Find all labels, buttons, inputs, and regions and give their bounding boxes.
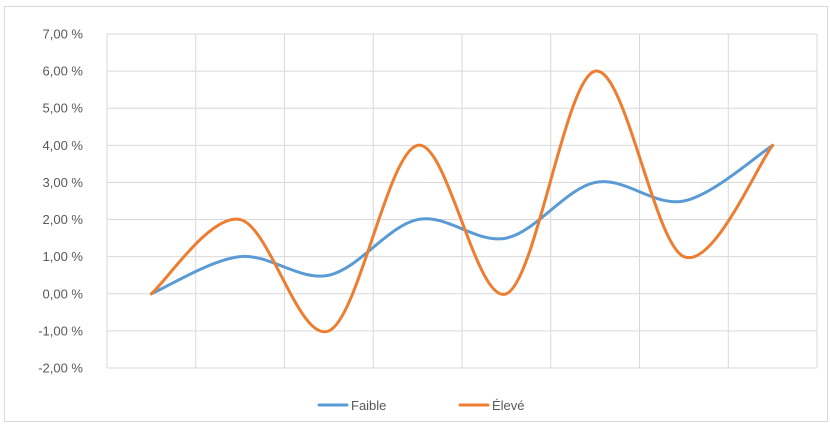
legend: Faible Élevé: [317, 398, 525, 413]
series-lines: [149, 69, 775, 334]
y-tick-label: -2,00 %: [38, 361, 83, 376]
series-line-eleve: [149, 69, 775, 334]
y-tick-label: 2,00 %: [43, 212, 84, 227]
gridlines: [106, 33, 818, 369]
legend-item-faible: Faible: [317, 398, 386, 413]
legend-item-eleve: Élevé: [458, 398, 525, 413]
y-tick-label: 3,00 %: [43, 175, 84, 190]
legend-label: Élevé: [492, 398, 525, 413]
chart-frame: [4, 6, 828, 422]
y-tick-label: 6,00 %: [43, 64, 84, 79]
y-axis-ticks: -2,00 % -1,00 % 0,00 % 1,00 % 2,00 % 3,00 % 4,…: [38, 27, 83, 376]
legend-label: Faible: [351, 398, 386, 413]
y-tick-label: 5,00 %: [43, 101, 84, 116]
y-tick-label: -1,00 %: [38, 323, 83, 338]
y-tick-label: 4,00 %: [43, 138, 84, 153]
y-tick-label: 7,00 %: [43, 27, 84, 42]
y-tick-label: 1,00 %: [43, 249, 84, 264]
y-tick-label: 0,00 %: [43, 286, 84, 301]
